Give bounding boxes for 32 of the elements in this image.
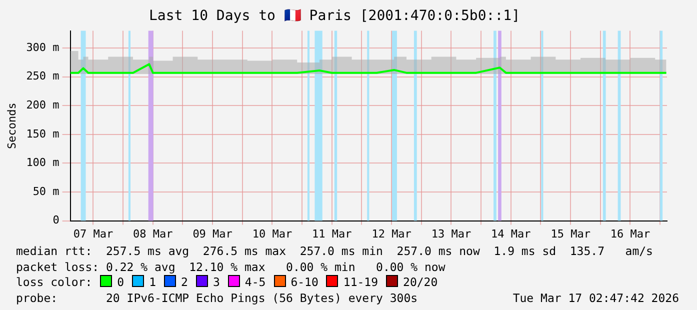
x-tick-label: 07 Mar bbox=[73, 227, 114, 240]
y-tick-label: 300 m bbox=[26, 40, 60, 54]
x-tick-label: 12 Mar bbox=[372, 227, 412, 240]
y-tick-label: 200 m bbox=[26, 98, 60, 112]
text: 3 bbox=[212, 275, 220, 289]
y-axis-title: Seconds bbox=[5, 102, 18, 149]
text: 1 bbox=[149, 275, 156, 289]
text: 6-10 bbox=[290, 275, 318, 289]
x-tick-label: 09 Mar bbox=[192, 227, 233, 240]
x-tick-label: 10 Mar bbox=[252, 227, 292, 240]
y-tick-label: 0 bbox=[52, 214, 60, 227]
text: loss color: bbox=[16, 275, 92, 289]
text: 2 bbox=[181, 275, 188, 289]
text: packet loss: 0.22 % avg 12.10 % max 0.00 % min 0.00 % now bbox=[16, 260, 446, 275]
x-tick-label: 16 Mar bbox=[610, 227, 650, 240]
y-tick-label: 150 m bbox=[26, 127, 60, 140]
text: Tue Mar 17 02:47:42 2026 bbox=[512, 290, 679, 306]
y-tick-label: 50 m bbox=[32, 184, 60, 198]
text: 20/20 bbox=[403, 275, 438, 289]
text: 0 bbox=[117, 275, 124, 289]
x-tick-label: 08 Mar bbox=[133, 227, 174, 240]
text: 11-19 bbox=[343, 275, 378, 289]
x-tick-label: 11 Mar bbox=[312, 227, 352, 240]
text: probe: 20 IPv6-ICMP Echo Pings (56 Bytes) every 300s bbox=[16, 290, 418, 304]
text: 4-5 bbox=[244, 275, 266, 289]
y-tick-label: 250 m bbox=[26, 70, 60, 83]
chart-title: Last 10 Days to 🇫🇷 Paris [2001:470:0:5b0::1] bbox=[148, 8, 520, 24]
x-tick-label: 13 Mar bbox=[431, 227, 472, 240]
x-tick-label: 15 Mar bbox=[550, 227, 591, 240]
y-tick-label: 100 m bbox=[26, 156, 60, 170]
x-tick-label: 14 Mar bbox=[491, 227, 532, 240]
text: median rtt: 257.5 ms avg 276.5 ms max 257.0 ms min 257.0 ms now 1.9 ms sd 135.7 am/s bbox=[16, 244, 654, 260]
